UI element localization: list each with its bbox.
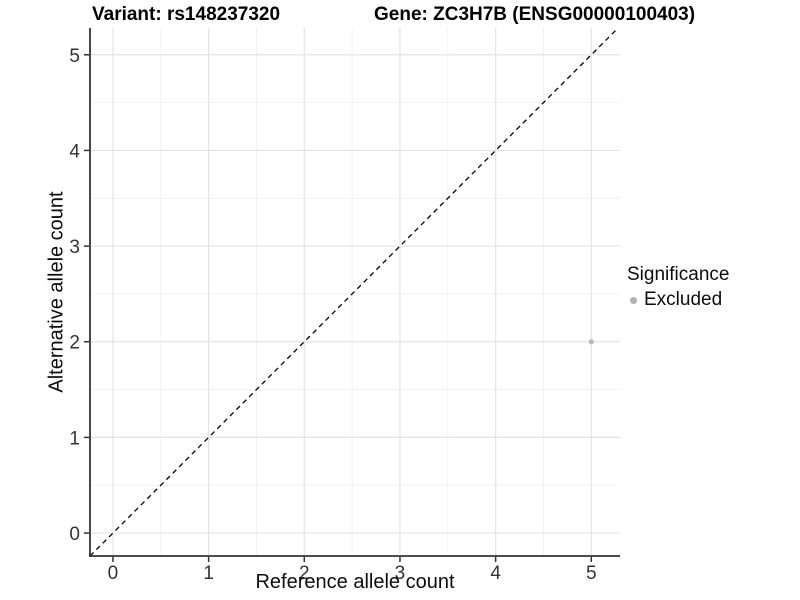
x-axis-title: Reference allele count	[255, 571, 455, 593]
y-tick-label: 4	[69, 141, 80, 162]
y-axis-title: Alternative allele count	[45, 191, 68, 393]
x-tick-label: 5	[586, 563, 597, 584]
legend-item-label: Excluded	[644, 289, 723, 310]
legend-key-dot-icon	[630, 296, 637, 304]
legend: Significance Excluded	[627, 264, 729, 311]
plot-title-gene: Gene: ZC3H7B (ENSG00000100403)	[374, 4, 696, 25]
plot-title-variant: Variant: rs148237320	[92, 4, 281, 25]
x-tick-label: 3	[395, 563, 406, 584]
x-tick-label: 0	[108, 563, 119, 584]
legend-title: Significance	[627, 264, 730, 285]
x-tick-label: 1	[203, 563, 214, 584]
y-tick-label: 1	[69, 428, 80, 449]
x-tick-label: 2	[299, 563, 310, 584]
data-point	[588, 339, 594, 345]
y-tick-label: 0	[69, 524, 80, 545]
y-tick-label: 5	[69, 46, 80, 67]
y-tick-label: 3	[69, 237, 80, 258]
legend-item-excluded: Excluded	[630, 289, 729, 311]
y-tick-label: 2	[69, 333, 80, 354]
x-tick-label: 4	[490, 563, 501, 584]
identity-reference-line	[89, 27, 619, 557]
